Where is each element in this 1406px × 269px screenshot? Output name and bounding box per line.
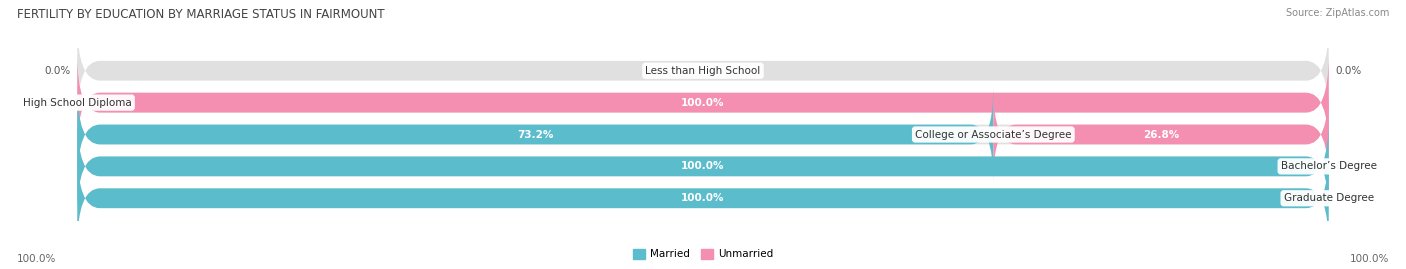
Text: 0.0%: 0.0% bbox=[1334, 66, 1361, 76]
Text: 100.0%: 100.0% bbox=[682, 98, 724, 108]
FancyBboxPatch shape bbox=[77, 87, 993, 182]
Text: 100.0%: 100.0% bbox=[17, 254, 56, 264]
FancyBboxPatch shape bbox=[77, 55, 1329, 150]
Text: High School Diploma: High School Diploma bbox=[22, 98, 132, 108]
FancyBboxPatch shape bbox=[77, 119, 1329, 214]
FancyBboxPatch shape bbox=[77, 23, 1329, 118]
Text: 0.0%: 0.0% bbox=[1334, 193, 1361, 203]
Text: 0.0%: 0.0% bbox=[45, 98, 72, 108]
FancyBboxPatch shape bbox=[993, 87, 1329, 182]
FancyBboxPatch shape bbox=[77, 55, 1329, 150]
Text: 73.2%: 73.2% bbox=[517, 129, 554, 140]
FancyBboxPatch shape bbox=[77, 151, 1329, 246]
FancyBboxPatch shape bbox=[77, 119, 1329, 214]
Text: 0.0%: 0.0% bbox=[45, 66, 72, 76]
Text: 100.0%: 100.0% bbox=[1350, 254, 1389, 264]
Text: Source: ZipAtlas.com: Source: ZipAtlas.com bbox=[1285, 8, 1389, 18]
Text: Graduate Degree: Graduate Degree bbox=[1284, 193, 1374, 203]
FancyBboxPatch shape bbox=[77, 87, 1329, 182]
Legend: Married, Unmarried: Married, Unmarried bbox=[628, 245, 778, 264]
FancyBboxPatch shape bbox=[77, 151, 1329, 246]
Text: 26.8%: 26.8% bbox=[1143, 129, 1180, 140]
Text: 100.0%: 100.0% bbox=[682, 161, 724, 171]
Text: Bachelor’s Degree: Bachelor’s Degree bbox=[1281, 161, 1376, 171]
Text: FERTILITY BY EDUCATION BY MARRIAGE STATUS IN FAIRMOUNT: FERTILITY BY EDUCATION BY MARRIAGE STATU… bbox=[17, 8, 384, 21]
Text: College or Associate’s Degree: College or Associate’s Degree bbox=[915, 129, 1071, 140]
Text: 0.0%: 0.0% bbox=[1334, 161, 1361, 171]
Text: Less than High School: Less than High School bbox=[645, 66, 761, 76]
Text: 100.0%: 100.0% bbox=[682, 193, 724, 203]
